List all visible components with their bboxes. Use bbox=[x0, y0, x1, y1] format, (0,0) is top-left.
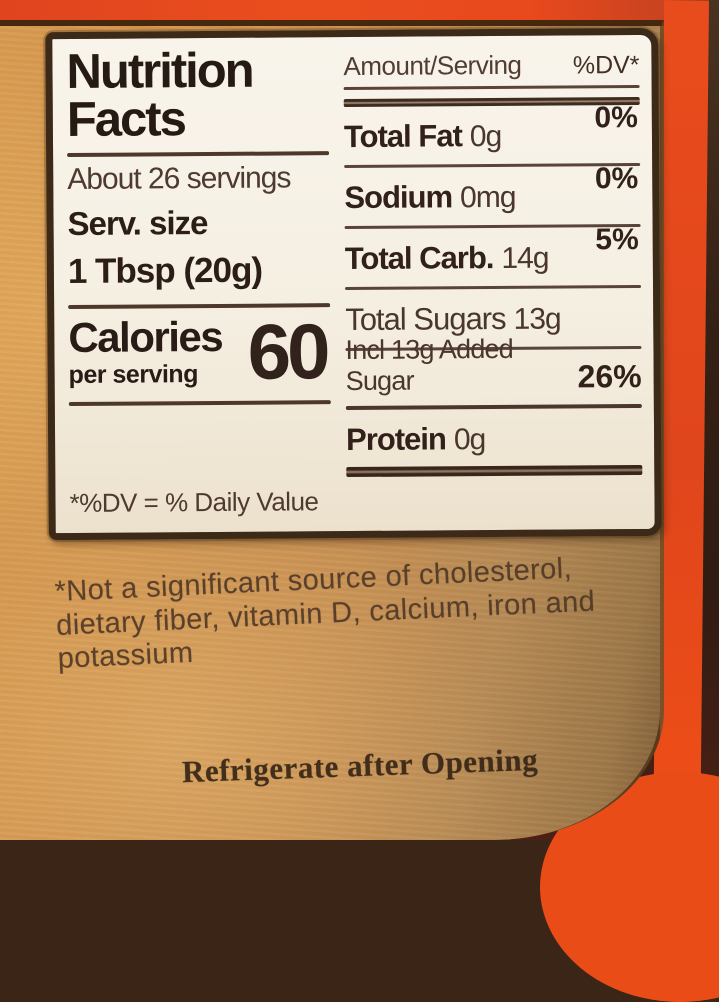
panel-title-line2: Facts bbox=[66, 91, 186, 147]
bottle-red-top-band bbox=[0, 0, 664, 21]
header-amount-serving: Amount/Serving bbox=[343, 49, 522, 82]
nutrition-facts-panel: Nutrition Facts About 26 servings Serv. … bbox=[45, 27, 662, 541]
nutrient-name: Sodium bbox=[344, 179, 453, 216]
servings-count: About 26 servings bbox=[67, 161, 291, 197]
nutrient-dv: 0% bbox=[594, 101, 638, 135]
nutrient-dv: 5% bbox=[595, 223, 639, 257]
calories-sublabel: per serving bbox=[68, 360, 199, 390]
calories-labels: Calories per serving bbox=[68, 312, 223, 390]
table-row: Total Carb. 14g 5% bbox=[344, 223, 641, 282]
serving-size-value: 1 Tbsp (20g) bbox=[67, 250, 263, 292]
header-percent-dv: %DV* bbox=[572, 50, 640, 80]
nutrient-amount: 14g bbox=[501, 241, 549, 275]
dv-footnote: *%DV = % Daily Value bbox=[69, 486, 319, 518]
panel-title-line1: Nutrition bbox=[66, 43, 253, 99]
nutrient-amount: 0g bbox=[469, 119, 502, 154]
nutrient-name: Incl 13g Added Sugar bbox=[345, 333, 514, 397]
panel-right-column: Amount/Serving %DV* Total Fat 0g 0% Sodi… bbox=[343, 45, 643, 519]
nutrient-amount: 0g bbox=[453, 423, 486, 457]
nutrient-dv: 0% bbox=[594, 162, 639, 196]
table-header: Amount/Serving %DV* bbox=[343, 49, 639, 82]
divider bbox=[67, 151, 330, 158]
panel-left-column: Nutrition Facts About 26 servings Serv. … bbox=[66, 43, 331, 521]
nutrient-name: Total Sugars bbox=[345, 300, 506, 338]
table-row: Total Fat 0g 0% bbox=[343, 101, 640, 160]
table-row: Incl 13g Added Sugar 26% bbox=[345, 334, 642, 404]
panel-title: Nutrition Facts bbox=[66, 43, 329, 147]
nutrient-name: Protein bbox=[345, 421, 447, 458]
nutrient-amount: 13g bbox=[513, 302, 561, 336]
calories-value: 60 bbox=[247, 307, 327, 397]
nutrient-name: Total Carb. bbox=[344, 240, 494, 277]
divider bbox=[343, 84, 640, 91]
calories-label: Calories bbox=[68, 312, 223, 362]
divider bbox=[68, 400, 331, 407]
thick-divider bbox=[346, 464, 643, 478]
table-row: Protein 0g bbox=[346, 408, 642, 463]
nutrient-amount: 0mg bbox=[459, 180, 516, 215]
nutrient-dv: 26% bbox=[577, 357, 642, 395]
table-row: Sodium 0mg 0% bbox=[344, 162, 640, 221]
calories-row: Calories per serving 60 bbox=[68, 307, 331, 397]
nutrient-name: Total Fat bbox=[343, 118, 462, 155]
serving-size-label: Serv. size bbox=[67, 204, 208, 243]
